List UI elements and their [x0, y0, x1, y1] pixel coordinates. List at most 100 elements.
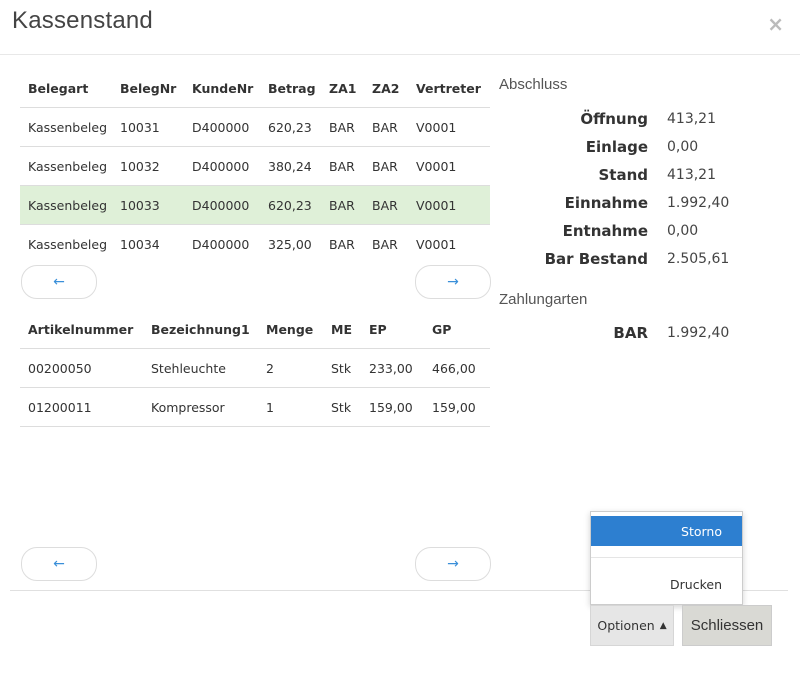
summary-einnahme: Einnahme 1.992,40	[499, 194, 759, 222]
footer-divider	[10, 590, 788, 591]
beleg-row[interactable]: Kassenbeleg 10034 D400000 325,00 BAR BAR…	[20, 225, 490, 264]
col-betrag[interactable]: Betrag	[260, 70, 321, 108]
summary-label: Bar Bestand	[544, 250, 648, 268]
summary-value: 2.505,61	[667, 251, 730, 267]
summary-label: Öffnung	[580, 110, 648, 128]
cell-za1: BAR	[321, 107, 364, 147]
header-divider	[0, 54, 800, 55]
cell-belegnr: 10032	[112, 146, 184, 186]
cell-artikelnummer: 01200011	[20, 387, 143, 427]
options-dropdown-menu: Storno Drucken	[590, 511, 743, 605]
summary-value: 1.992,40	[667, 325, 730, 341]
summary-value: 0,00	[667, 139, 699, 155]
arrow-right-icon: →	[447, 274, 459, 290]
summary-label: Einlage	[585, 138, 648, 156]
artikel-row[interactable]: 01200011 Kompressor 1 Stk 159,00 159,00	[20, 387, 490, 427]
arrow-left-icon: ←	[53, 274, 65, 290]
artikel-prev-button[interactable]: ←	[21, 547, 97, 581]
cell-za2: BAR	[364, 107, 408, 147]
menu-item-drucken[interactable]: Drucken	[670, 576, 722, 592]
summary-oeffnung: Öffnung 413,21	[499, 110, 759, 138]
col-gp[interactable]: GP	[424, 311, 490, 349]
summary-stand: Stand 413,21	[499, 166, 759, 194]
col-me[interactable]: ME	[323, 311, 361, 349]
summary-value: 0,00	[667, 223, 699, 239]
cell-belegnr: 10033	[112, 185, 184, 225]
cell-betrag: 380,24	[260, 146, 321, 186]
beleg-row[interactable]: Kassenbeleg 10031 D400000 620,23 BAR BAR…	[20, 107, 490, 147]
artikel-next-button[interactable]: →	[415, 547, 491, 581]
cell-gp: 159,00	[424, 387, 490, 427]
arrow-left-icon: ←	[53, 556, 65, 572]
summary-einlage: Einlage 0,00	[499, 138, 759, 166]
cell-artikelnummer: 00200050	[20, 348, 143, 388]
cell-belegart: Kassenbeleg	[20, 107, 112, 147]
cell-menge: 2	[258, 348, 323, 388]
cell-kundenr: D400000	[184, 107, 260, 147]
belege-table: Belegart BelegNr KundeNr Betrag ZA1 ZA2 …	[20, 70, 490, 263]
close-button[interactable]: Schliessen	[682, 605, 772, 646]
cell-betrag: 620,23	[260, 107, 321, 147]
cell-betrag: 620,23	[260, 185, 321, 225]
cell-za1: BAR	[329, 236, 355, 252]
belege-header-row: Belegart BelegNr KundeNr Betrag ZA1 ZA2 …	[20, 70, 490, 108]
beleg-row-selected[interactable]: Kassenbeleg 10033 D400000 620,23 BAR BAR…	[20, 185, 490, 225]
arrow-right-icon: →	[447, 556, 459, 572]
cell-belegnr: 10034	[120, 236, 160, 252]
cell-bezeichnung1: Kompressor	[143, 387, 258, 427]
cell-za2: BAR	[372, 236, 398, 252]
zahlungsart-bar: BAR 1.992,40	[499, 324, 759, 352]
summary-label: BAR	[613, 324, 648, 342]
caret-up-icon: ▲	[659, 620, 667, 631]
summary-label: Einnahme	[564, 194, 648, 212]
cell-ep: 233,00	[361, 348, 424, 388]
cell-belegart: Kassenbeleg	[20, 185, 112, 225]
close-icon[interactable]: ×	[767, 12, 784, 36]
options-button[interactable]: Optionen ▲	[590, 605, 674, 646]
col-artikelnummer[interactable]: Artikelnummer	[20, 311, 143, 349]
belege-next-button[interactable]: →	[415, 265, 491, 299]
cell-belegnr: 10031	[112, 107, 184, 147]
cell-bezeichnung1: Stehleuchte	[143, 348, 258, 388]
cell-menge: 1	[258, 387, 323, 427]
cell-ep: 159,00	[361, 387, 424, 427]
belege-prev-button[interactable]: ←	[21, 265, 97, 299]
options-label: Optionen	[597, 618, 655, 633]
cell-me: Stk	[323, 387, 361, 427]
cell-vertreter: V0001	[408, 107, 490, 147]
col-kundenr[interactable]: KundeNr	[184, 70, 260, 108]
cell-me: Stk	[323, 348, 361, 388]
artikel-table: Artikelnummer Bezeichnung1 Menge ME EP G…	[20, 311, 490, 427]
cell-vertreter: V0001	[416, 236, 457, 252]
col-za2[interactable]: ZA2	[364, 70, 408, 108]
cell-za1: BAR	[321, 185, 364, 225]
summary-entnahme: Entnahme 0,00	[499, 222, 759, 250]
col-za1[interactable]: ZA1	[321, 70, 364, 108]
beleg-row[interactable]: Kassenbeleg 10032 D400000 380,24 BAR BAR…	[20, 146, 490, 186]
summary-value: 1.992,40	[667, 195, 730, 211]
zahlungsarten-title: Zahlungarten	[499, 291, 588, 308]
col-belegnr[interactable]: BelegNr	[112, 70, 184, 108]
cell-belegart: Kassenbeleg	[20, 146, 112, 186]
cell-betrag: 325,00	[268, 236, 312, 252]
cell-kundenr: D400000	[184, 185, 260, 225]
col-vertreter[interactable]: Vertreter	[408, 70, 490, 108]
cell-kundenr: D400000	[184, 146, 260, 186]
summary-label: Entnahme	[562, 222, 648, 240]
cell-belegart: Kassenbeleg	[28, 236, 107, 252]
summary-bar-bestand: Bar Bestand 2.505,61	[499, 250, 759, 278]
col-bezeichnung1[interactable]: Bezeichnung1	[143, 311, 258, 349]
cell-vertreter: V0001	[408, 146, 490, 186]
artikel-row[interactable]: 00200050 Stehleuchte 2 Stk 233,00 466,00	[20, 348, 490, 388]
cell-gp: 466,00	[424, 348, 490, 388]
abschluss-title: Abschluss	[499, 76, 568, 93]
summary-value: 413,21	[667, 111, 716, 127]
col-belegart[interactable]: Belegart	[20, 70, 112, 108]
col-menge[interactable]: Menge	[258, 311, 323, 349]
summary-label: Stand	[598, 166, 648, 184]
col-ep[interactable]: EP	[361, 311, 424, 349]
menu-item-storno[interactable]: Storno	[591, 516, 742, 546]
cell-za2: BAR	[364, 185, 408, 225]
cell-za2: BAR	[364, 146, 408, 186]
artikel-header-row: Artikelnummer Bezeichnung1 Menge ME EP G…	[20, 311, 490, 349]
